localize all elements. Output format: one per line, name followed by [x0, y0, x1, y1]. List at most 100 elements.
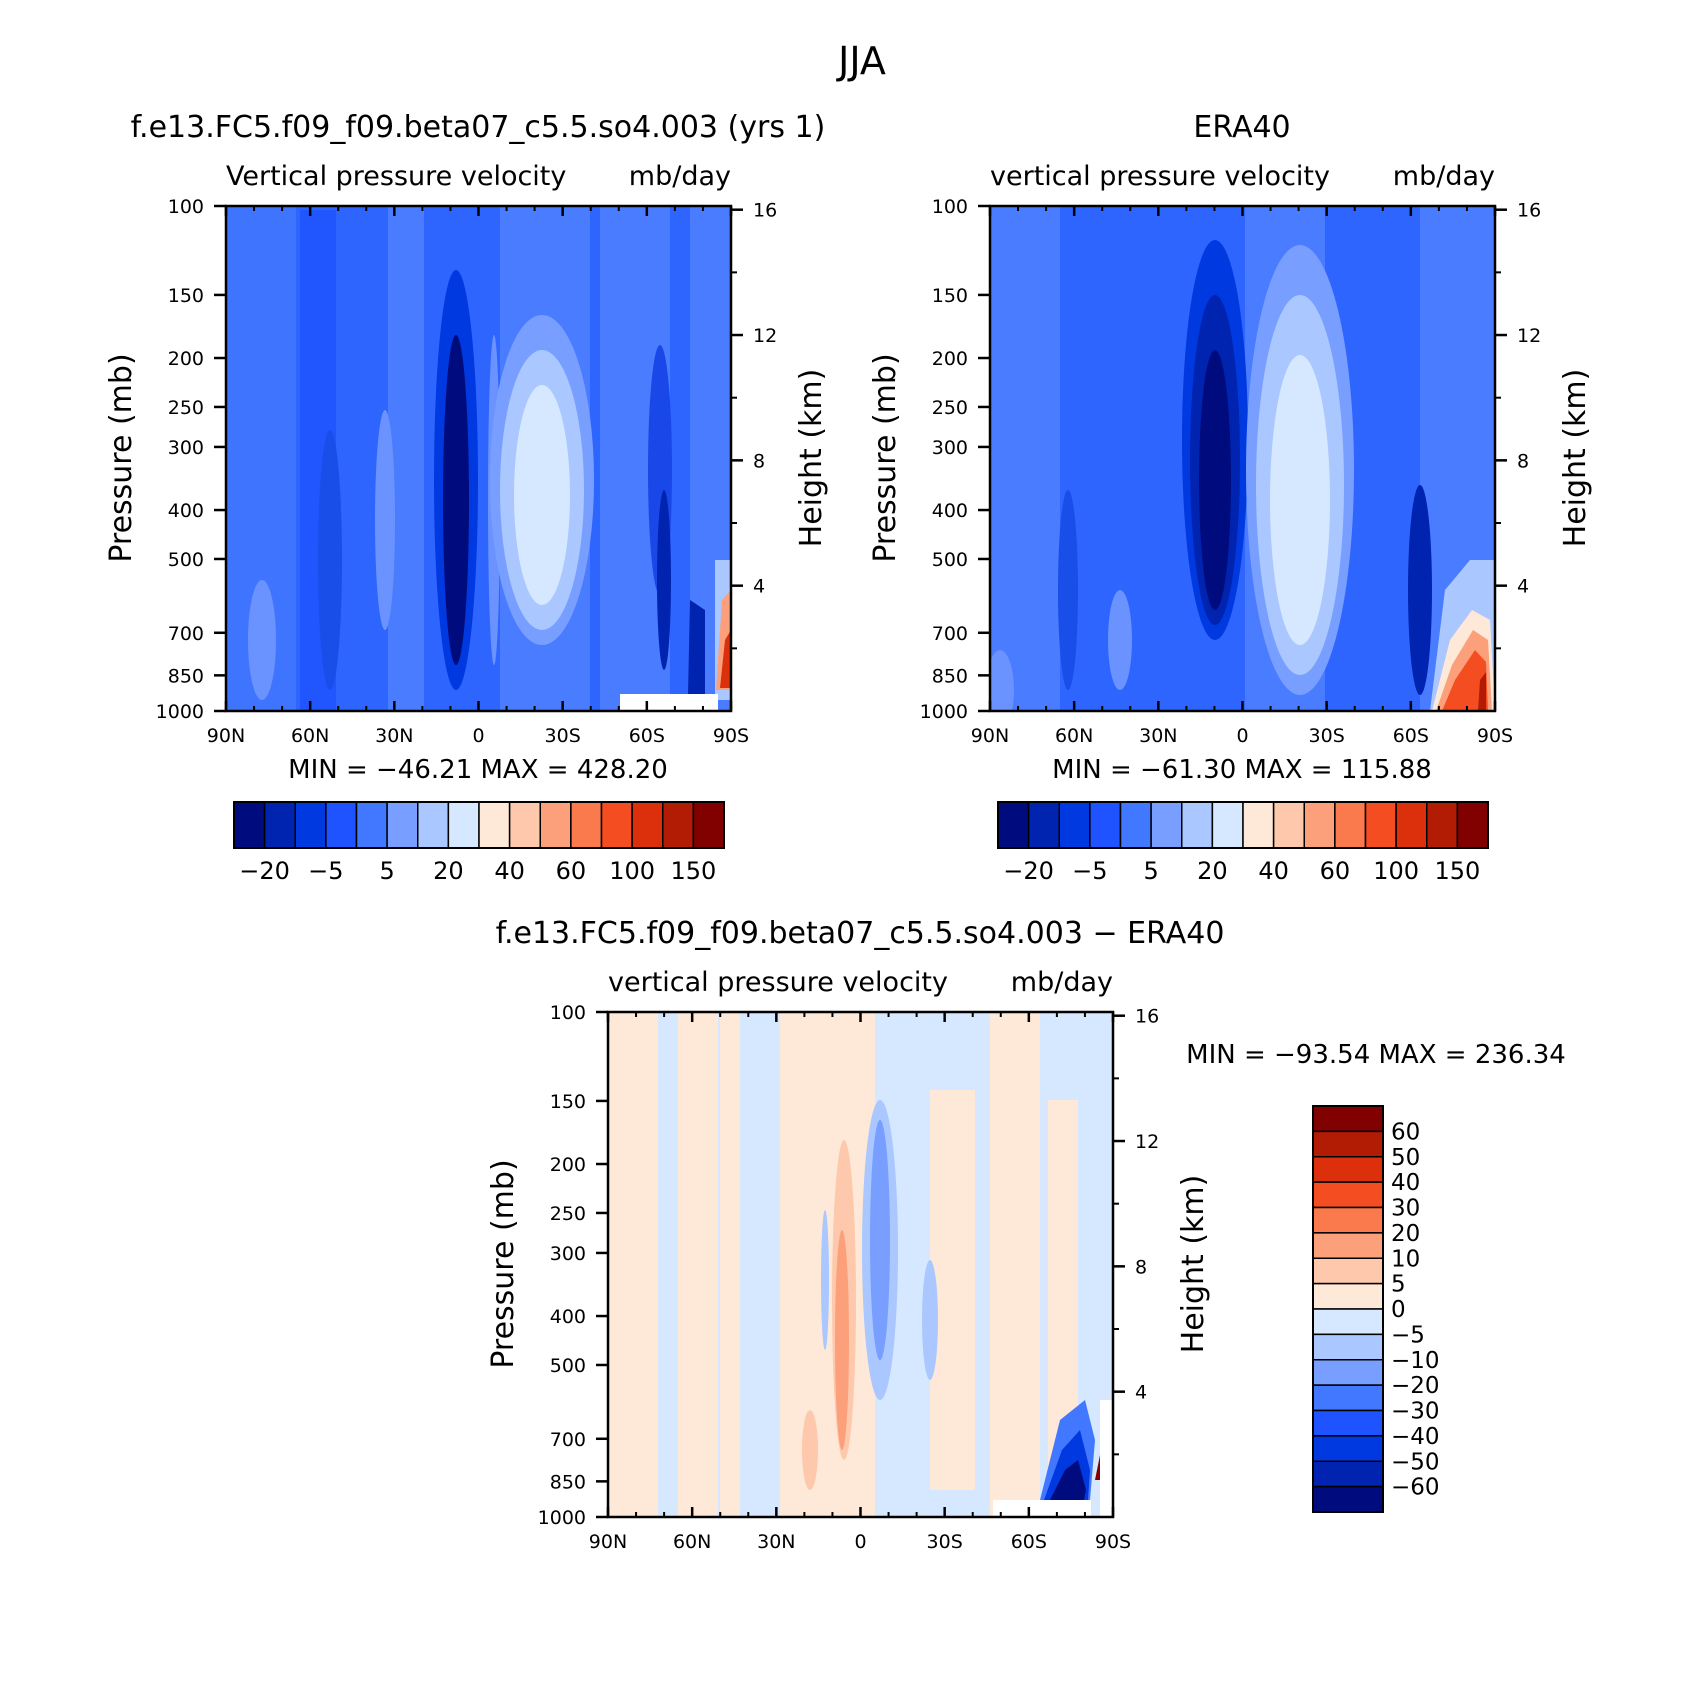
field-cell — [870, 1120, 890, 1360]
colorbar-swatch — [1312, 1282, 1384, 1310]
y2-tick-label: 16 — [753, 200, 777, 222]
colorbar-label: 50 — [1391, 1145, 1420, 1171]
colorbar-swatch — [1312, 1359, 1384, 1386]
field-missing — [620, 694, 718, 711]
field-cell — [514, 385, 570, 605]
colorbar-swatch — [1312, 1308, 1384, 1336]
y-tick-label: 200 — [550, 1154, 586, 1176]
field-cell — [990, 650, 1014, 711]
y-tick-label: 100 — [168, 196, 204, 218]
y-tick-label: 400 — [932, 500, 968, 522]
y-tick-label: 250 — [550, 1203, 586, 1225]
colorbar-swatch — [600, 801, 633, 849]
y2-tick-label: 16 — [1517, 200, 1541, 222]
x-tick-label: 60S — [1011, 1531, 1047, 1553]
colorbar-swatch — [692, 801, 725, 849]
colorbar-swatch — [997, 801, 1030, 849]
y-tick-label: 250 — [168, 397, 204, 419]
colorbar-swatch — [1426, 801, 1459, 849]
panel-model: f.e13.FC5.f09_f09.beta07_c5.5.so4.003 (y… — [104, 110, 829, 885]
field-cell — [835, 1230, 849, 1450]
colorbar-swatch — [1312, 1105, 1384, 1133]
field-cell — [922, 1260, 938, 1380]
colorbar-label: −20 — [1391, 1373, 1440, 1399]
y-tick-label: 100 — [932, 196, 968, 218]
y-tick-label: 200 — [932, 348, 968, 370]
colorbar-frame — [233, 801, 725, 849]
colorbar-swatch — [539, 801, 572, 849]
panel-era40-field — [990, 206, 1495, 711]
y-tick-label: 300 — [550, 1243, 586, 1265]
x-tick-label: 30N — [1139, 725, 1177, 747]
y-tick-label: 400 — [550, 1306, 586, 1328]
colorbar-label: 20 — [433, 857, 464, 885]
field-cell — [248, 580, 276, 700]
field-cell — [802, 1410, 818, 1490]
panel-era40-units: mb/day — [1393, 161, 1495, 192]
y2-tick-label: 4 — [1135, 1382, 1147, 1404]
colorbar-frame — [1312, 1105, 1384, 1513]
field-cell — [1050, 1460, 1086, 1500]
y-tick-label: 850 — [550, 1471, 586, 1493]
y-tick-label: 850 — [168, 665, 204, 687]
panel-diff-subtitle: vertical pressure velocity — [608, 967, 948, 998]
colorbar-label: −30 — [1391, 1399, 1440, 1425]
colorbar-swatch — [1456, 801, 1489, 849]
colorbar-label: −20 — [239, 857, 290, 885]
colorbar-swatch — [263, 801, 296, 849]
colorbar-swatch — [631, 801, 664, 849]
field-band — [720, 1012, 740, 1517]
colorbar-swatch — [1303, 801, 1336, 849]
colorbar-label: 60 — [1320, 857, 1351, 885]
panel-era40-y2label: Height (km) — [1558, 369, 1593, 548]
colorbar-label: −5 — [308, 857, 343, 885]
colorbar-swatch — [1089, 801, 1122, 849]
panel-era40-subtitle: vertical pressure velocity — [990, 161, 1330, 192]
colorbar-label: 40 — [494, 857, 525, 885]
y-tick-label: 850 — [932, 665, 968, 687]
panel-era40-stats: MIN = −61.30 MAX = 115.88 — [1052, 755, 1432, 785]
colorbar-label: 150 — [1434, 857, 1480, 885]
colorbar-swatch — [1312, 1206, 1384, 1234]
colorbar-swatch — [1272, 801, 1305, 849]
field-cell — [1108, 590, 1132, 690]
field-cell — [375, 410, 395, 630]
x-tick-label: 90S — [713, 725, 749, 747]
field-cell — [1478, 672, 1486, 711]
colorbar-label: −60 — [1391, 1475, 1440, 1501]
colorbar-swatch — [447, 801, 480, 849]
x-tick-label: 30S — [1309, 725, 1345, 747]
colorbar-swatch — [294, 801, 327, 849]
colorbar-swatch — [1312, 1435, 1384, 1462]
colorbar-frame — [997, 801, 1489, 849]
colorbar-label: 60 — [1391, 1119, 1420, 1145]
colorbar-label: 40 — [1258, 857, 1289, 885]
y-tick-label: 200 — [168, 348, 204, 370]
colorbar-label: 5 — [1391, 1272, 1406, 1298]
panel-era40-title: ERA40 — [1193, 110, 1290, 145]
panel-diff-title: f.e13.FC5.f09_f09.beta07_c5.5.so4.003 − … — [496, 916, 1225, 951]
x-tick-label: 0 — [854, 1531, 866, 1553]
colorbar-swatch — [1312, 1333, 1384, 1361]
panel-model-stats: MIN = −46.21 MAX = 428.20 — [288, 755, 668, 785]
field-cell — [1058, 490, 1078, 690]
x-tick-label: 90N — [971, 725, 1009, 747]
field-band — [990, 1012, 1040, 1517]
y-tick-label: 150 — [168, 285, 204, 307]
y2-tick-label: 12 — [1517, 325, 1541, 347]
x-tick-label: 60S — [1393, 725, 1429, 747]
colorbar-swatch — [1334, 801, 1367, 849]
colorbar-label: −50 — [1391, 1449, 1440, 1475]
y-tick-label: 300 — [932, 437, 968, 459]
colorbar-label: 60 — [556, 857, 587, 885]
y-tick-label: 700 — [932, 623, 968, 645]
colorbar-swatch — [662, 801, 695, 849]
colorbar-swatch — [1150, 801, 1183, 849]
field-cell — [657, 490, 671, 670]
colorbar-label: −20 — [1003, 857, 1054, 885]
field-missing — [993, 1500, 1091, 1517]
field-cell — [1408, 485, 1432, 695]
x-tick-label: 60N — [291, 725, 329, 747]
y2-tick-label: 8 — [1135, 1256, 1147, 1278]
